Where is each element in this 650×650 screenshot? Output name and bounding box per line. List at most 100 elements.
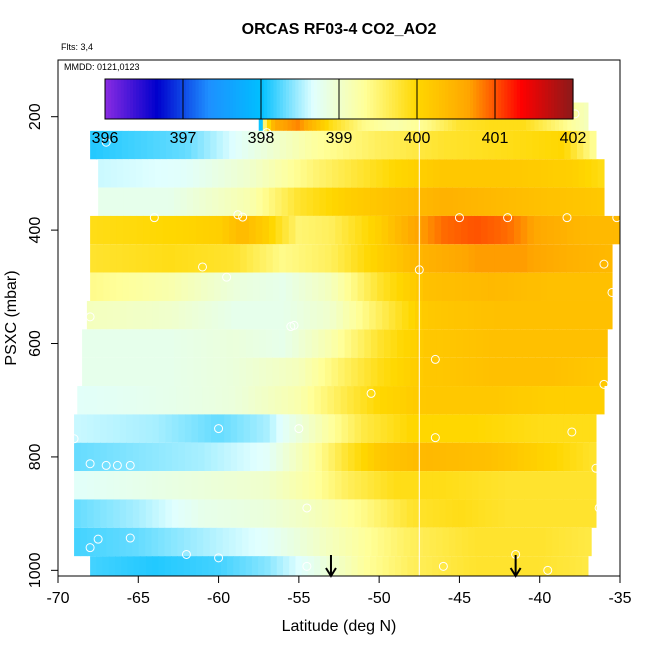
heatmap-cell (458, 499, 467, 528)
heatmap-cell (275, 187, 283, 216)
heatmap-cell (191, 471, 199, 500)
heatmap-cell (145, 499, 153, 528)
heatmap-cell (375, 300, 383, 330)
sample-point (430, 354, 440, 364)
heatmap-cell (235, 386, 243, 415)
heatmap-cell (513, 300, 521, 330)
heatmap-cell (152, 442, 160, 472)
heatmap-cell (494, 130, 502, 160)
colorbar-swatch (413, 79, 418, 119)
colorbar-swatch (473, 79, 477, 119)
heatmap-cell (420, 187, 428, 216)
heatmap-cell (255, 215, 263, 245)
heatmap-cell (282, 442, 290, 472)
heatmap-cell (545, 527, 553, 557)
x-tick-label: -35 (608, 590, 631, 607)
heatmap-cell (213, 357, 221, 387)
heatmap-cell (475, 329, 484, 358)
heatmap-cell (117, 187, 125, 216)
heatmap-cell (482, 329, 490, 358)
sample-point (93, 534, 103, 544)
heatmap-cell (126, 471, 134, 500)
heatmap-cell (501, 272, 509, 301)
heatmap-cell (471, 414, 480, 443)
heatmap-cell (148, 244, 156, 273)
heatmap-cell (298, 329, 306, 358)
heatmap-cell (165, 414, 173, 443)
heatmap-cell (478, 499, 486, 528)
colorbar-swatch (111, 79, 115, 119)
heatmap-cell (563, 414, 571, 443)
heatmap-cell (426, 556, 433, 576)
heatmap-cell (90, 130, 98, 160)
heatmap-cell (241, 386, 250, 415)
heatmap-cell (315, 414, 323, 443)
heatmap-cell (540, 244, 548, 273)
heatmap-cell (441, 215, 449, 245)
heatmap-cell (432, 471, 440, 500)
heatmap-cell (80, 527, 88, 557)
heatmap-cell (109, 244, 117, 273)
colorbar-swatch (204, 79, 209, 119)
heatmap-cell (165, 130, 173, 160)
heatmap-cell (110, 187, 118, 216)
heatmap-cell (258, 556, 265, 576)
y-tick-label: 400 (27, 217, 44, 244)
heatmap-cell (584, 187, 592, 216)
heatmap-cell (520, 272, 528, 301)
heatmap-cell (119, 442, 127, 472)
heatmap-cell (202, 215, 210, 245)
sample-point (562, 213, 572, 223)
heatmap-cell (151, 527, 159, 557)
heatmap-cell (553, 272, 561, 301)
heatmap-cell (307, 386, 315, 415)
heatmap-cell (382, 300, 390, 330)
heatmap-cell (547, 159, 554, 188)
heatmap-cell (220, 244, 228, 273)
heatmap-cell (305, 357, 313, 387)
heatmap-cell (475, 130, 483, 160)
heatmap-cell (159, 300, 167, 330)
heatmap-cell (374, 414, 382, 443)
heatmap-cell (139, 442, 147, 472)
heatmap-cell (339, 556, 346, 576)
sample-point (591, 562, 601, 572)
heatmap-cell (514, 215, 522, 245)
heatmap-cell (403, 357, 411, 387)
colorbar-swatch (417, 79, 421, 119)
heatmap-cell (114, 357, 123, 387)
sample-points (69, 100, 620, 575)
heatmap-cell (338, 272, 346, 301)
heatmap-bands (74, 102, 620, 576)
colorbar-swatch (164, 79, 168, 119)
heatmap-cell (569, 471, 577, 500)
heatmap-cell (387, 471, 395, 500)
colorbar-swatch (276, 79, 281, 119)
colorbar-swatch (457, 79, 462, 119)
colorbar-swatch (117, 79, 122, 119)
heatmap-cell (519, 556, 527, 576)
heatmap-cell (435, 244, 443, 273)
heatmap-cell (474, 215, 482, 245)
heatmap-cell (180, 329, 188, 358)
heatmap-cell (413, 414, 421, 443)
heatmap-cell (295, 556, 303, 576)
heatmap-cell (204, 499, 212, 528)
sample-point (366, 388, 376, 398)
heatmap-cell (592, 272, 600, 301)
heatmap-cell (563, 556, 570, 576)
heatmap-cell (113, 442, 121, 472)
colorbar-swatch (273, 79, 278, 119)
heatmap-cell (209, 215, 217, 245)
heatmap-cell (108, 556, 116, 576)
heatmap-cell (414, 159, 422, 188)
heatmap-cell (393, 471, 401, 500)
heatmap-cell (109, 215, 118, 245)
heatmap-cell (458, 471, 467, 500)
heatmap-cell (439, 414, 447, 443)
heatmap-cell (129, 272, 137, 301)
heatmap-cell (426, 187, 434, 216)
heatmap-cell (237, 159, 245, 188)
heatmap-cell (513, 527, 521, 557)
heatmap-cell (450, 130, 458, 160)
